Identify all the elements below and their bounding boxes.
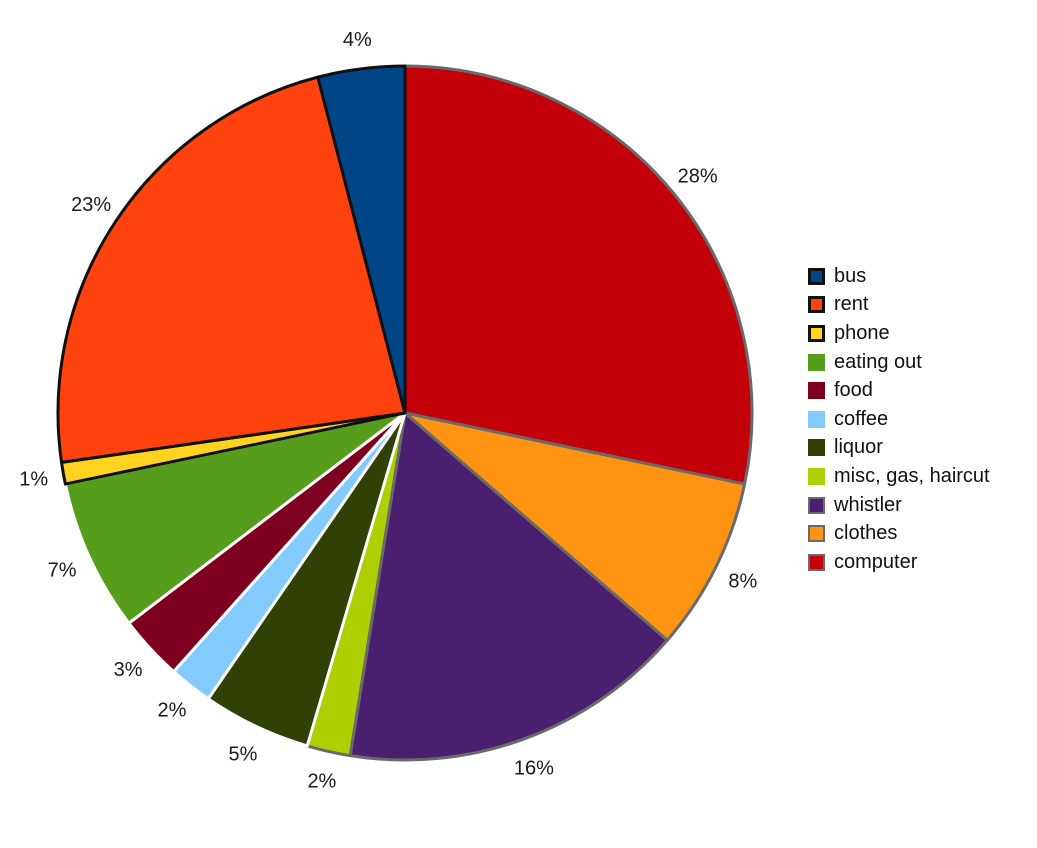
slice-label-rent: 23%	[71, 194, 111, 216]
pie-slice-clothes	[403, 411, 747, 642]
legend-swatch	[808, 353, 825, 371]
legend-item-clothes: clothes	[808, 519, 990, 548]
legend-label: misc, gas, haircut	[834, 464, 990, 487]
legend-swatch	[808, 496, 825, 514]
legend-item-computer: computer	[808, 548, 990, 577]
legend-item-whistler: whistler	[808, 491, 990, 520]
legend-item-liquor: liquor	[808, 434, 990, 463]
pie-slice-computer	[403, 64, 754, 486]
legend-swatch	[808, 553, 825, 571]
pie-slice-eating-out	[63, 411, 407, 625]
slice-label-whistler: 16%	[514, 757, 554, 779]
legend-label: clothes	[834, 522, 898, 545]
legend-swatch	[808, 525, 825, 543]
legend-swatch	[808, 382, 825, 400]
slices-layer	[56, 64, 754, 762]
pie-slice-bus	[316, 64, 407, 415]
slice-label-liquor: 5%	[229, 743, 258, 765]
legend-item-bus: bus	[808, 262, 990, 291]
legend-swatch	[808, 410, 825, 428]
legend-item-rent: rent	[808, 291, 990, 320]
legend-item-food: food	[808, 376, 990, 405]
legend-swatch	[808, 467, 825, 485]
legend-swatch	[808, 267, 825, 285]
legend-label: whistler	[834, 493, 902, 516]
legend-swatch	[808, 324, 825, 342]
slice-label-phone: 1%	[19, 469, 48, 491]
legend-label: food	[834, 379, 873, 402]
legend-item-eating-out: eating out	[808, 348, 990, 377]
legend-label: computer	[834, 550, 918, 573]
slice-label-clothes: 8%	[728, 570, 757, 592]
pie-slice-whistler	[348, 411, 669, 762]
slice-label-coffee: 2%	[158, 699, 187, 721]
slice-label-eating-out: 7%	[48, 560, 77, 582]
legend-swatch	[808, 439, 825, 457]
legend-item-phone: phone	[808, 319, 990, 348]
slice-label-computer: 28%	[678, 165, 718, 187]
legend-item-coffee: coffee	[808, 405, 990, 434]
pie-slice-rent	[56, 75, 407, 464]
slice-label-misc-gas-haircut: 2%	[307, 771, 336, 793]
slice-label-bus: 4%	[343, 29, 372, 51]
legend-swatch	[808, 296, 825, 314]
legend-item-misc-gas-haircut: misc, gas, haircut	[808, 462, 990, 491]
legend-label: phone	[834, 321, 890, 344]
legend-label: eating out	[834, 350, 922, 373]
labels-layer: 28% 8% 16% 2% 5% 2% 3% 7% 1% 23% 4%	[19, 29, 757, 793]
slice-label-food: 3%	[114, 659, 143, 681]
legend-label: liquor	[834, 436, 883, 459]
legend-label: coffee	[834, 407, 889, 430]
legend-label: rent	[834, 293, 869, 316]
legend: bus rent phone eating out food coffee liquor mi…	[808, 262, 990, 577]
legend-label: bus	[834, 264, 867, 287]
